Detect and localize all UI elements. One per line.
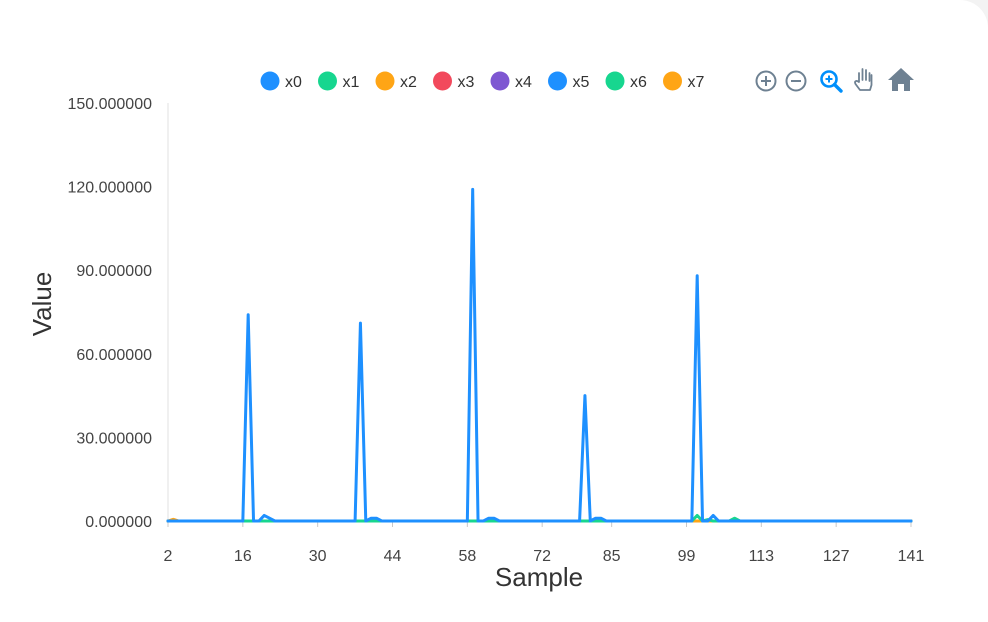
legend-item-x6[interactable]: x6: [605, 71, 648, 92]
x-tick-label: 30: [309, 548, 327, 565]
zoom-in-button[interactable]: [755, 70, 777, 92]
zoom-in-icon: [755, 70, 777, 92]
legend-label: x1: [343, 74, 360, 91]
y-tick-label: 60.000000: [76, 347, 152, 364]
legend-marker: [663, 71, 682, 91]
x-tick-label: 2: [164, 548, 173, 565]
home-icon: [888, 68, 914, 91]
magnifier-plus-icon: [820, 70, 843, 93]
legend-item-x5[interactable]: x5: [548, 71, 590, 92]
legend-item-x1[interactable]: x1: [318, 71, 360, 92]
y-tick-label: 120.000000: [67, 180, 152, 197]
x-tick-label: 127: [823, 548, 850, 565]
y-axis-title: Value: [27, 272, 57, 337]
legend: x0 x1 x2 x3 x4 x5 x6 x7: [260, 71, 705, 92]
chart-toolbar: [755, 68, 914, 93]
legend-label: x2: [400, 74, 417, 91]
legend-marker: [548, 71, 567, 91]
reset-zoom-button[interactable]: [888, 68, 914, 91]
legend-item-x4[interactable]: x4: [490, 71, 533, 92]
legend-label: x7: [688, 74, 705, 91]
hand-icon: [854, 68, 873, 91]
legend-label: x6: [630, 74, 647, 91]
y-tick-label: 30.000000: [76, 430, 152, 447]
x-tick-label: 72: [533, 548, 551, 565]
x-tick-label: 141: [898, 548, 925, 565]
legend-item-x7[interactable]: x7: [663, 71, 705, 92]
x-tick-label: 58: [458, 548, 476, 565]
legend-label: x0: [285, 74, 302, 91]
legend-marker: [433, 71, 452, 91]
legend-marker: [375, 71, 395, 91]
pan-button[interactable]: [854, 68, 873, 91]
x-tick-label: 85: [603, 548, 621, 565]
legend-label: x3: [458, 74, 475, 91]
y-axis-ticks: 0.000000 30.000000 60.000000 90.000000 120.0…: [67, 96, 152, 531]
zoom-out-icon: [785, 70, 807, 92]
legend-marker: [605, 71, 625, 91]
x-tick-label: 99: [678, 548, 696, 565]
legend-item-x3[interactable]: x3: [433, 71, 475, 92]
y-tick-label: 150.000000: [67, 96, 152, 113]
legend-marker: [490, 71, 510, 91]
x-axis-ticks: 2 16 30 44 58 72 85 99 113 127 141: [164, 521, 925, 565]
selection-zoom-button[interactable]: [820, 70, 843, 93]
zoom-out-button[interactable]: [785, 70, 807, 92]
legend-marker: [318, 71, 337, 91]
x-tick-label: 113: [749, 548, 775, 565]
legend-item-x2[interactable]: x2: [375, 71, 418, 92]
x-tick-label: 16: [234, 548, 252, 565]
y-tick-label: 0.000000: [85, 514, 152, 531]
plot-lines: [166, 187, 913, 523]
x-axis-title: Sample: [495, 562, 583, 592]
legend-label: x4: [515, 74, 532, 91]
x-tick-label: 44: [384, 548, 402, 565]
legend-marker: [260, 71, 280, 91]
legend-item-x0[interactable]: x0: [260, 71, 303, 92]
series-line-x0: [166, 187, 913, 523]
legend-label: x5: [573, 74, 590, 91]
y-tick-label: 90.000000: [76, 263, 152, 280]
